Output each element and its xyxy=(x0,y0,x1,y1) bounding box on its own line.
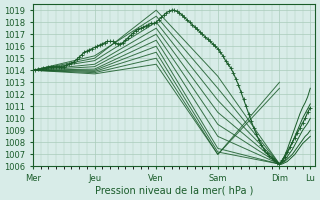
X-axis label: Pression niveau de la mer( hPa ): Pression niveau de la mer( hPa ) xyxy=(95,186,253,196)
